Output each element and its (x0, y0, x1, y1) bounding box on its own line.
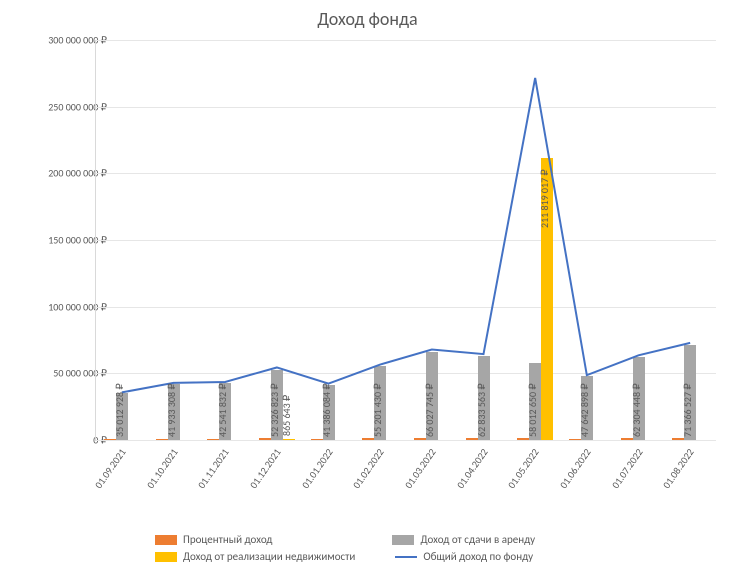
x-tick-label: 01.06.2022 (557, 446, 594, 491)
y-tick-label: 0 ₽ (17, 434, 107, 447)
legend-label-rent: Доход от сдачи в аренду (420, 533, 535, 546)
legend-item-realestate: Доход от реализации недвижимости (155, 550, 355, 563)
y-tick-label: 50 000 000 ₽ (17, 367, 107, 380)
y-tick-label: 250 000 000 ₽ (17, 100, 107, 113)
x-tick-label: 01.09.2021 (92, 446, 129, 491)
x-tick-label: 01.08.2022 (660, 446, 697, 491)
legend-item-rent: Доход от сдачи в аренду (392, 533, 535, 546)
legend-swatch-interest (155, 535, 177, 545)
y-tick-label: 300 000 000 ₽ (17, 34, 107, 47)
x-tick-label: 01.02.2022 (350, 446, 387, 491)
x-tick-label: 01.10.2021 (143, 446, 180, 491)
legend-line-total (395, 556, 417, 558)
chart-title: Доход фонда (0, 8, 735, 30)
legend-item-interest: Процентный доход (155, 533, 272, 546)
y-tick-label: 150 000 000 ₽ (17, 234, 107, 247)
x-axis-labels: 01.09.202101.10.202101.11.202101.12.2021… (96, 40, 716, 440)
gridline (96, 440, 716, 441)
x-tick-label: 01.03.2022 (402, 446, 439, 491)
plot-area: 35 012 928 ₽41 933 308 ₽42 541 832 ₽52 3… (95, 40, 716, 441)
legend-label-interest: Процентный доход (183, 533, 272, 546)
x-tick-label: 01.07.2022 (608, 446, 645, 491)
y-tick-label: 200 000 000 ₽ (17, 167, 107, 180)
x-tick-label: 01.11.2021 (195, 446, 232, 491)
chart-container: Доход фонда 0 ₽ 50 000 000 ₽ 100 000 000 ₽… (0, 0, 735, 573)
legend-label-total: Общий доход по фонду (423, 550, 533, 563)
legend: Процентный доход Доход от сдачи в аренду… (95, 533, 715, 567)
x-tick-label: 01.04.2022 (453, 446, 490, 491)
legend-swatch-rent (392, 535, 414, 545)
x-tick-label: 01.12.2021 (247, 446, 284, 491)
legend-label-realestate: Доход от реализации недвижимости (183, 550, 355, 563)
x-tick-label: 01.01.2022 (298, 446, 335, 491)
legend-swatch-realestate (155, 552, 177, 562)
legend-item-total: Общий доход по фонду (395, 550, 533, 563)
x-tick-label: 01.05.2022 (505, 446, 542, 491)
y-tick-label: 100 000 000 ₽ (17, 300, 107, 313)
